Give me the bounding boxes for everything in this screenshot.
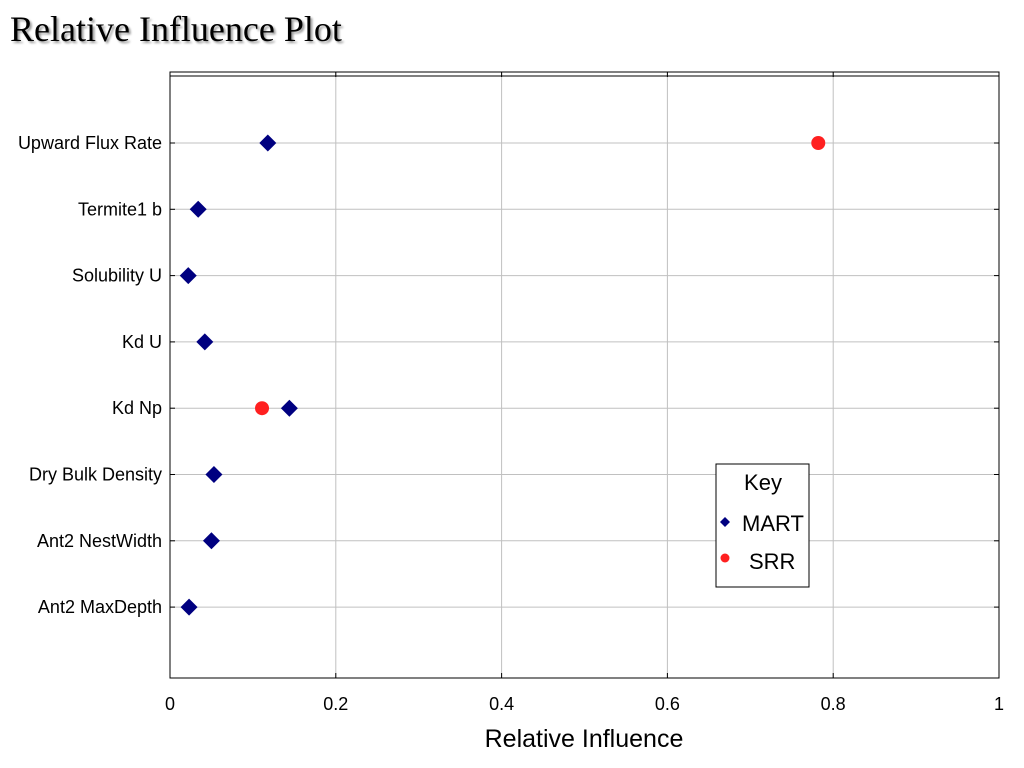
mart-point <box>202 532 220 550</box>
y-category-label: Dry Bulk Density <box>29 465 162 485</box>
y-category-label: Termite1 b <box>78 199 162 219</box>
plot-frame <box>169 71 1000 679</box>
mart-point <box>205 466 223 483</box>
x-tick-label: 0 <box>165 694 175 714</box>
grid-lines <box>170 72 999 678</box>
legend: Key MART SRR <box>715 463 810 588</box>
mart-point <box>179 267 197 285</box>
x-tick-label: 0.8 <box>821 694 846 714</box>
legend-srr-marker <box>720 553 730 563</box>
legend-title: Key <box>744 470 782 495</box>
x-tick-label: 1 <box>994 694 1004 714</box>
tick-labels: 0 0.2 0.4 0.6 0.8 1 Upward Flux Rate Termite1 b… <box>18 133 1004 714</box>
legend-box <box>715 463 810 588</box>
data-points <box>179 134 826 616</box>
x-tick-label: 0.4 <box>489 694 514 714</box>
legend-mart-label: MART <box>742 511 804 536</box>
y-category-label: Upward Flux Rate <box>18 133 162 153</box>
mart-point <box>189 200 207 218</box>
y-category-label: Solubility U <box>72 266 162 286</box>
mart-point <box>196 333 214 351</box>
srr-point <box>255 401 270 416</box>
page-title: Relative Influence Plot <box>10 9 342 49</box>
y-category-label: Ant2 NestWidth <box>37 531 162 551</box>
mart-point <box>180 598 198 616</box>
y-category-label: Kd U <box>122 332 162 352</box>
axis-ticks <box>169 72 1000 678</box>
x-tick-label: 0.2 <box>323 694 348 714</box>
x-tick-label: 0.6 <box>655 694 680 714</box>
legend-srr-label: SRR <box>749 549 795 574</box>
mart-point <box>280 399 298 417</box>
y-category-label: Kd Np <box>112 398 162 418</box>
y-category-label: Ant2 MaxDepth <box>38 597 162 617</box>
srr-point <box>811 136 826 150</box>
mart-point <box>259 134 277 152</box>
x-axis-title: Relative Influence <box>485 725 684 753</box>
legend-mart-marker <box>720 517 730 527</box>
